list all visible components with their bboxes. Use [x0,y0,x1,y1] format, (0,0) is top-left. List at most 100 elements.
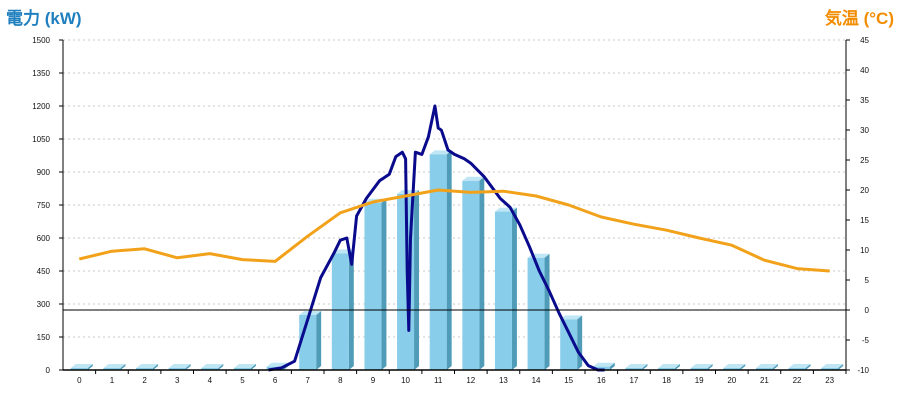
right-tick-label: 25 [860,156,869,165]
bar-top [462,176,485,181]
bar-top [168,364,191,368]
bar-side [250,364,256,370]
right-tick-label: -10 [857,366,869,375]
bar-side [707,364,713,370]
bar-front [788,368,806,370]
bar-front [625,368,643,370]
bar-front [364,202,382,370]
bar [690,364,713,370]
x-tick-label: 2 [142,376,147,385]
bar-top [592,362,615,367]
right-tick-label: 45 [860,36,869,45]
bar [821,364,844,370]
right-tick-label: 35 [860,96,869,105]
bar-top [625,364,648,368]
bar-side [381,198,387,370]
left-tick-label: 1200 [32,102,50,111]
bar-front [592,366,610,370]
left-tick-label: 1500 [32,36,50,45]
x-tick-label: 5 [240,376,245,385]
bar-side [577,315,583,370]
left-axis-label: 電力 (kW) [6,9,82,28]
bar-side [316,311,322,370]
x-tick-label: 16 [597,376,606,385]
bar-top [201,364,224,368]
right-tick-label: 20 [860,186,869,195]
bar [462,176,485,370]
bar-front [70,368,88,370]
bar-top [136,364,159,368]
left-tick-label: 1350 [32,69,50,78]
x-tick-label: 17 [629,376,638,385]
x-tick-label: 8 [338,376,343,385]
bar-side [479,176,485,370]
bar-front [755,368,773,370]
bar [364,198,387,370]
x-tick-label: 18 [662,376,671,385]
right-tick-label: 30 [860,126,869,135]
x-tick-label: 23 [825,376,834,385]
bar-side [446,150,452,370]
bar [201,364,224,370]
bar-top [70,364,93,368]
bar-front [821,368,839,370]
bar-side [185,364,191,370]
bar-side [87,364,93,370]
bar [723,364,746,370]
left-tick-label: 1050 [32,135,50,144]
x-tick-label: 9 [371,376,376,385]
left-tick-label: 900 [37,168,51,177]
bar-front [527,257,545,370]
bar-top [233,364,256,368]
x-tick-label: 14 [532,376,541,385]
bar-front [494,211,512,370]
bar-front [658,368,676,370]
bar-series [70,150,844,370]
bar-top [723,364,746,368]
bar-top [755,364,778,368]
bar [755,364,778,370]
bar-side [609,362,615,370]
x-tick-label: 3 [175,376,180,385]
bar-side [838,364,844,370]
bar-top [429,150,452,155]
bar-side [675,364,681,370]
x-tick-label: 0 [77,376,82,385]
bar-front [690,368,708,370]
right-axis-label: 気温 (°C) [824,9,894,28]
bar-front [331,253,349,370]
bar-front [462,180,480,370]
x-tick-label: 7 [305,376,310,385]
bar [592,362,615,370]
bar-top [690,364,713,368]
x-tick-label: 22 [793,376,802,385]
bar-side [120,364,126,370]
bar-top [658,364,681,368]
bar [136,364,159,370]
bar [527,253,550,370]
right-tick-labels: -10 -5 0 5 10 15 20 25 30 35 40 45 [846,36,870,375]
bar-front [168,368,186,370]
bar [70,364,93,370]
temperature-line [78,188,830,273]
x-tick-label: 21 [760,376,769,385]
bar-front [723,368,741,370]
left-tick-label: 450 [37,267,51,276]
right-tick-label: 10 [860,246,869,255]
bar-front [233,368,251,370]
left-tick-label: 0 [46,366,51,375]
right-tick-label: -5 [862,336,870,345]
x-tick-label: 10 [401,376,410,385]
bar-side [218,364,224,370]
right-tick-label: 0 [865,306,870,315]
x-tick-label: 11 [434,376,443,385]
line-series [78,104,830,372]
x-tick-label: 19 [695,376,704,385]
bar [625,364,648,370]
bar [168,364,191,370]
x-tick-label: 12 [466,376,475,385]
bar-side [642,364,648,370]
left-tick-label: 300 [37,300,51,309]
bar-side [414,190,420,370]
